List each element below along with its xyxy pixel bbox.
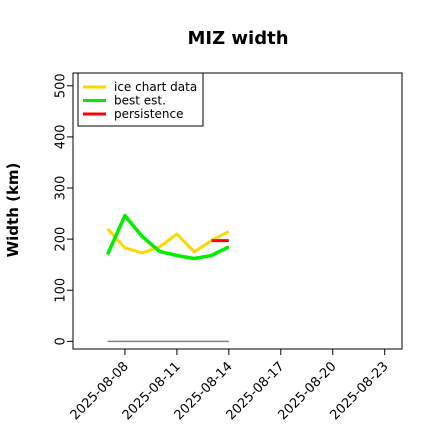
x-axis: 2025-08-082025-08-112025-08-142025-08-17…: [68, 349, 392, 423]
y-axis: 0 100 200 300 400 500: [54, 73, 73, 345]
series-line-best-est: [106, 213, 230, 261]
legend-label: best est.: [114, 94, 166, 108]
y-tick-label: 500: [54, 73, 69, 98]
chart-title: MIZ width: [187, 28, 288, 49]
plot-frame: [72, 72, 403, 350]
series-layer: [106, 213, 230, 343]
y-tick-label: 400: [54, 124, 69, 149]
legend-label: persistence: [114, 107, 183, 121]
y-axis-label: Width (km): [4, 163, 22, 258]
y-tick-label: 300: [54, 176, 69, 201]
y-tick-label: 0: [54, 337, 69, 345]
y-tick-label: 100: [54, 278, 69, 303]
legend-label: ice chart data: [114, 80, 197, 94]
y-tick-label: 200: [54, 227, 69, 252]
series-line-ice-chart-data: [106, 227, 230, 255]
